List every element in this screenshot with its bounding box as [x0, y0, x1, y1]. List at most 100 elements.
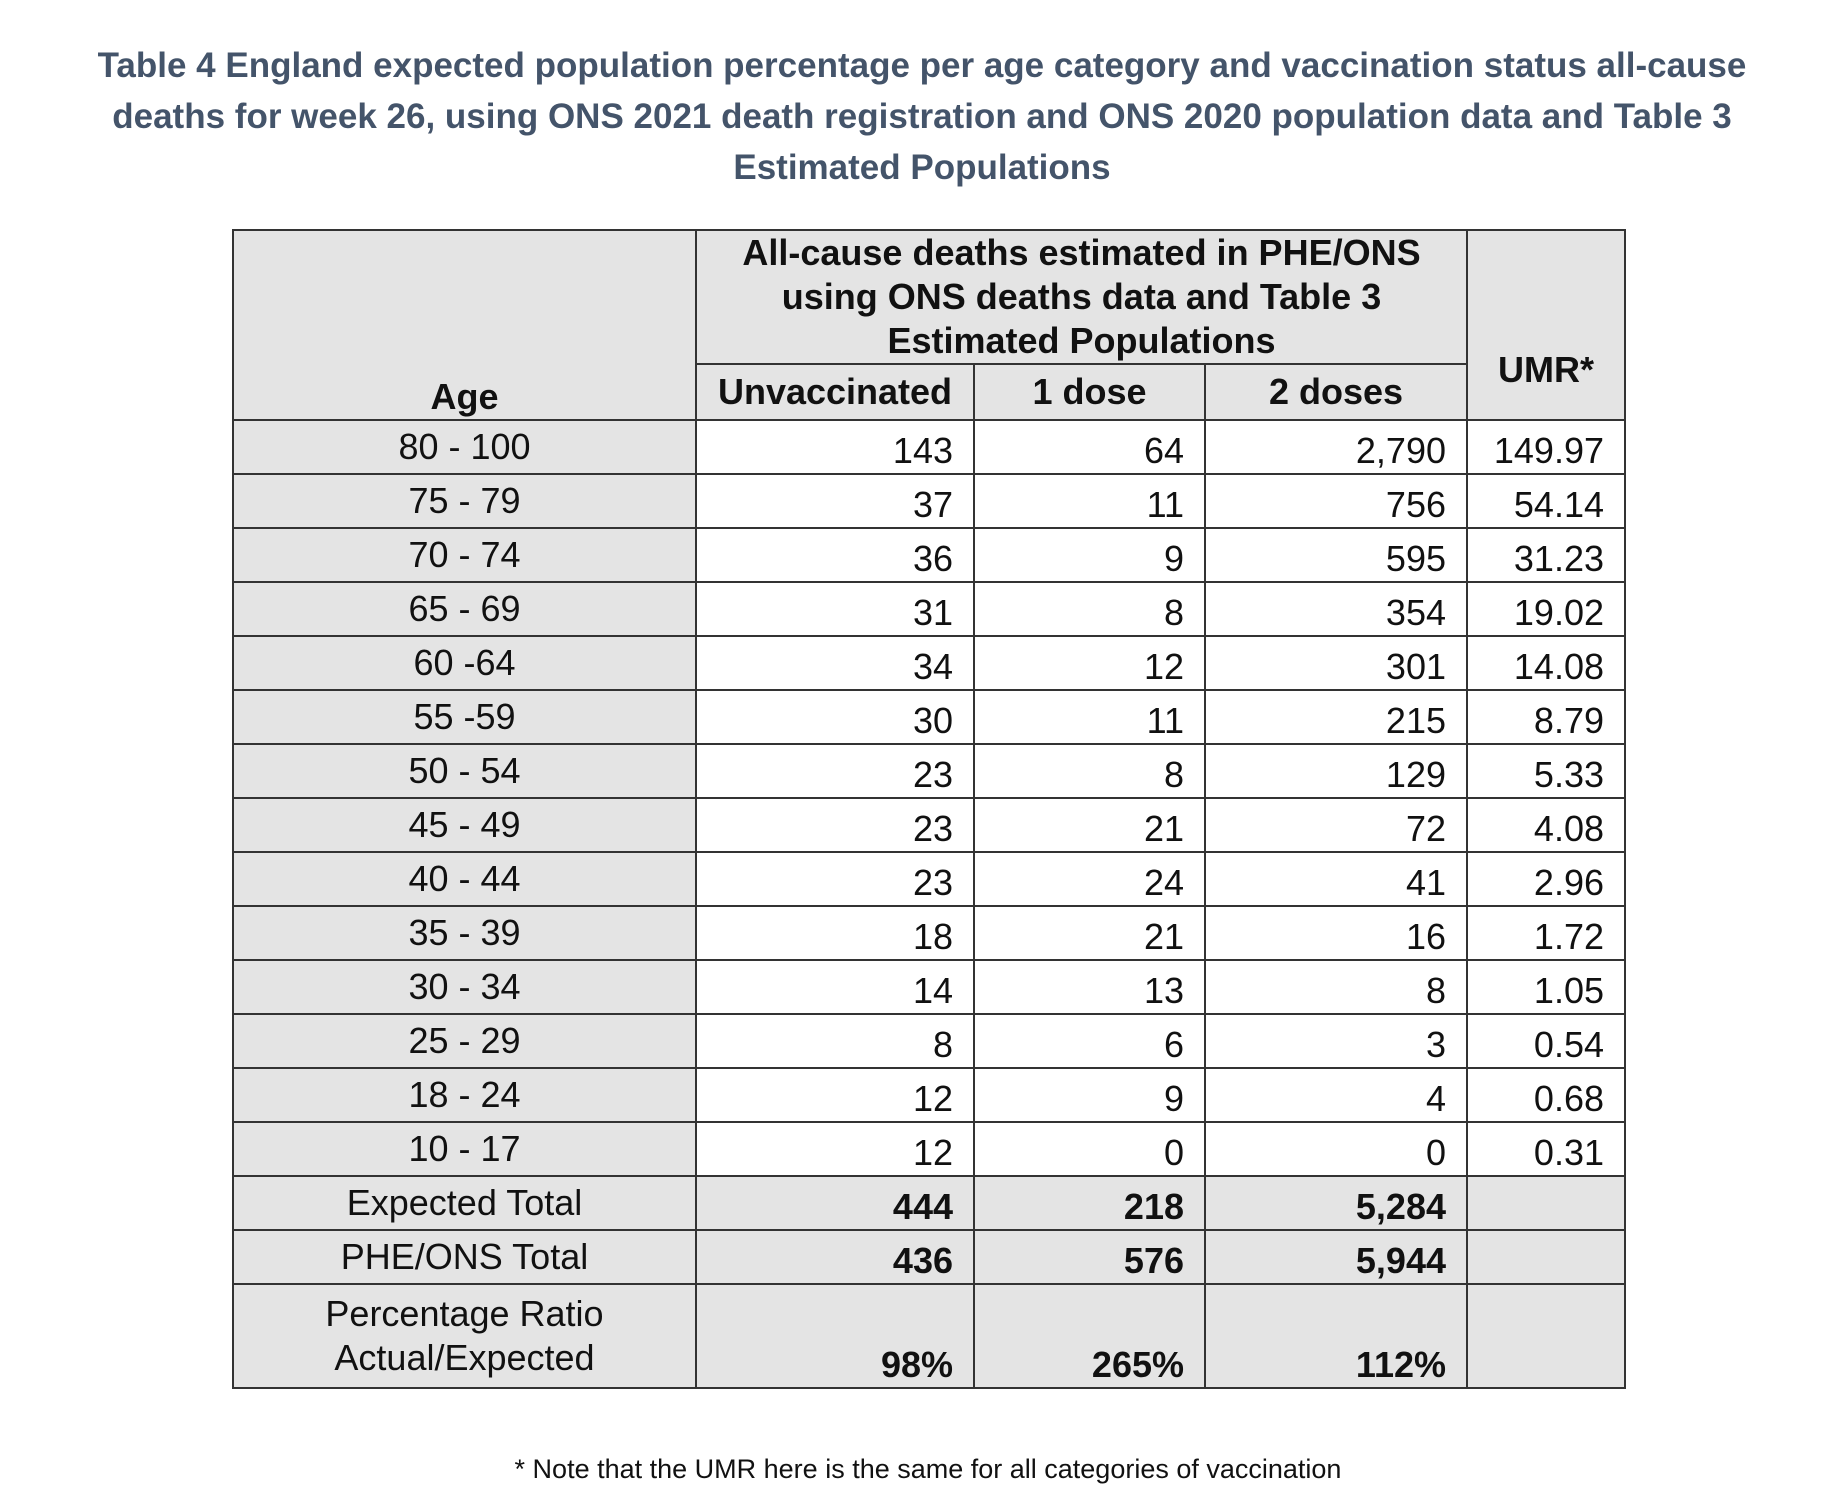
- age-cell: 30 - 34: [232, 959, 697, 1015]
- table-row: 75 - 79 37 11 756 54.14: [232, 473, 1626, 529]
- dose1-cell: 8: [973, 581, 1206, 637]
- percentage-ratio-dose1: 265%: [973, 1283, 1206, 1389]
- header-1-dose: 1 dose: [973, 363, 1206, 421]
- dose2-cell: 16: [1204, 905, 1468, 961]
- age-cell: 75 - 79: [232, 473, 697, 529]
- table-row: 30 - 34 14 13 8 1.05: [232, 959, 1626, 1015]
- dose1-cell: 6: [973, 1013, 1206, 1069]
- dose1-cell: 11: [973, 689, 1206, 745]
- percentage-ratio-umr-empty: [1466, 1283, 1626, 1389]
- dose2-cell: 0: [1204, 1121, 1468, 1177]
- unvaccinated-cell: 23: [695, 851, 975, 907]
- umr-cell: 2.96: [1466, 851, 1626, 907]
- table-row: 45 - 49 23 21 72 4.08: [232, 797, 1626, 853]
- dose2-cell: 4: [1204, 1067, 1468, 1123]
- dose1-cell: 13: [973, 959, 1206, 1015]
- phe-ons-total-label: PHE/ONS Total: [232, 1229, 697, 1285]
- unvaccinated-cell: 23: [695, 743, 975, 799]
- dose1-cell: 11: [973, 473, 1206, 529]
- phe-ons-total-dose1: 576: [973, 1229, 1206, 1285]
- table-row: 35 - 39 18 21 16 1.72: [232, 905, 1626, 961]
- phe-ons-total-row: PHE/ONS Total 436 576 5,944: [232, 1229, 1626, 1285]
- dose1-cell: 9: [973, 1067, 1206, 1123]
- table-row: 18 - 24 12 9 4 0.68: [232, 1067, 1626, 1123]
- table-title: Table 4 England expected population perc…: [97, 46, 1747, 187]
- header-age: Age: [232, 229, 697, 421]
- umr-cell: 5.33: [1466, 743, 1626, 799]
- unvaccinated-cell: 23: [695, 797, 975, 853]
- table-row: 60 -64 34 12 301 14.08: [232, 635, 1626, 691]
- percentage-ratio-row: Percentage Ratio Actual/Expected 98% 265…: [232, 1283, 1626, 1389]
- dose1-cell: 9: [973, 527, 1206, 583]
- dose2-cell: 595: [1204, 527, 1468, 583]
- table-row: 10 - 17 12 0 0 0.31: [232, 1121, 1626, 1177]
- unvaccinated-cell: 18: [695, 905, 975, 961]
- unvaccinated-cell: 34: [695, 635, 975, 691]
- dose2-cell: 2,790: [1204, 419, 1468, 475]
- unvaccinated-cell: 8: [695, 1013, 975, 1069]
- age-cell: 10 - 17: [232, 1121, 697, 1177]
- unvaccinated-cell: 30: [695, 689, 975, 745]
- dose2-cell: 354: [1204, 581, 1468, 637]
- unvaccinated-cell: 31: [695, 581, 975, 637]
- deaths-table: Age All-cause deaths estimated in PHE/ON…: [232, 229, 1626, 1389]
- age-cell: 45 - 49: [232, 797, 697, 853]
- phe-ons-total-unvaccinated: 436: [695, 1229, 975, 1285]
- umr-cell: 1.72: [1466, 905, 1626, 961]
- age-cell: 70 - 74: [232, 527, 697, 583]
- umr-cell: 0.68: [1466, 1067, 1626, 1123]
- expected-total-row: Expected Total 444 218 5,284: [232, 1175, 1626, 1231]
- dose1-cell: 12: [973, 635, 1206, 691]
- dose1-cell: 24: [973, 851, 1206, 907]
- umr-cell: 1.05: [1466, 959, 1626, 1015]
- table-row: 50 - 54 23 8 129 5.33: [232, 743, 1626, 799]
- header-row-sub: Unvaccinated 1 dose 2 doses: [233, 363, 1625, 421]
- unvaccinated-cell: 36: [695, 527, 975, 583]
- age-cell: 55 -59: [232, 689, 697, 745]
- dose2-cell: 8: [1204, 959, 1468, 1015]
- umr-cell: 31.23: [1466, 527, 1626, 583]
- dose2-cell: 215: [1204, 689, 1468, 745]
- percentage-ratio-unvaccinated: 98%: [695, 1283, 975, 1389]
- dose2-cell: 72: [1204, 797, 1468, 853]
- dose1-cell: 21: [973, 905, 1206, 961]
- age-cell: 80 - 100: [232, 419, 697, 475]
- phe-ons-total-dose2: 5,944: [1204, 1229, 1468, 1285]
- expected-total-dose2: 5,284: [1204, 1175, 1468, 1231]
- umr-cell: 54.14: [1466, 473, 1626, 529]
- umr-cell: 149.97: [1466, 419, 1626, 475]
- age-cell: 35 - 39: [232, 905, 697, 961]
- table-row: 40 - 44 23 24 41 2.96: [232, 851, 1626, 907]
- unvaccinated-cell: 14: [695, 959, 975, 1015]
- header-umr: UMR*: [1466, 229, 1626, 421]
- footnote: * Note that the UMR here is the same for…: [514, 1454, 1342, 1484]
- umr-cell: 14.08: [1466, 635, 1626, 691]
- expected-total-unvaccinated: 444: [695, 1175, 975, 1231]
- unvaccinated-cell: 143: [695, 419, 975, 475]
- header-unvaccinated: Unvaccinated: [695, 363, 975, 421]
- header-2-doses: 2 doses: [1204, 363, 1468, 421]
- dose1-cell: 0: [973, 1121, 1206, 1177]
- dose2-cell: 129: [1204, 743, 1468, 799]
- percentage-ratio-label: Percentage Ratio Actual/Expected: [232, 1283, 697, 1389]
- age-cell: 40 - 44: [232, 851, 697, 907]
- expected-total-umr-empty: [1466, 1175, 1626, 1231]
- age-cell: 18 - 24: [232, 1067, 697, 1123]
- phe-ons-total-umr-empty: [1466, 1229, 1626, 1285]
- dose2-cell: 756: [1204, 473, 1468, 529]
- dose1-cell: 64: [973, 419, 1206, 475]
- table-row: 80 - 100 143 64 2,790 149.97: [232, 419, 1626, 475]
- umr-cell: 0.31: [1466, 1121, 1626, 1177]
- umr-cell: 0.54: [1466, 1013, 1626, 1069]
- age-cell: 25 - 29: [232, 1013, 697, 1069]
- table-row: 65 - 69 31 8 354 19.02: [232, 581, 1626, 637]
- unvaccinated-cell: 12: [695, 1067, 975, 1123]
- expected-total-label: Expected Total: [232, 1175, 697, 1231]
- unvaccinated-cell: 12: [695, 1121, 975, 1177]
- age-cell: 50 - 54: [232, 743, 697, 799]
- header-deaths-group: All-cause deaths estimated in PHE/ONS us…: [695, 229, 1468, 365]
- unvaccinated-cell: 37: [695, 473, 975, 529]
- dose2-cell: 3: [1204, 1013, 1468, 1069]
- dose2-cell: 301: [1204, 635, 1468, 691]
- dose2-cell: 41: [1204, 851, 1468, 907]
